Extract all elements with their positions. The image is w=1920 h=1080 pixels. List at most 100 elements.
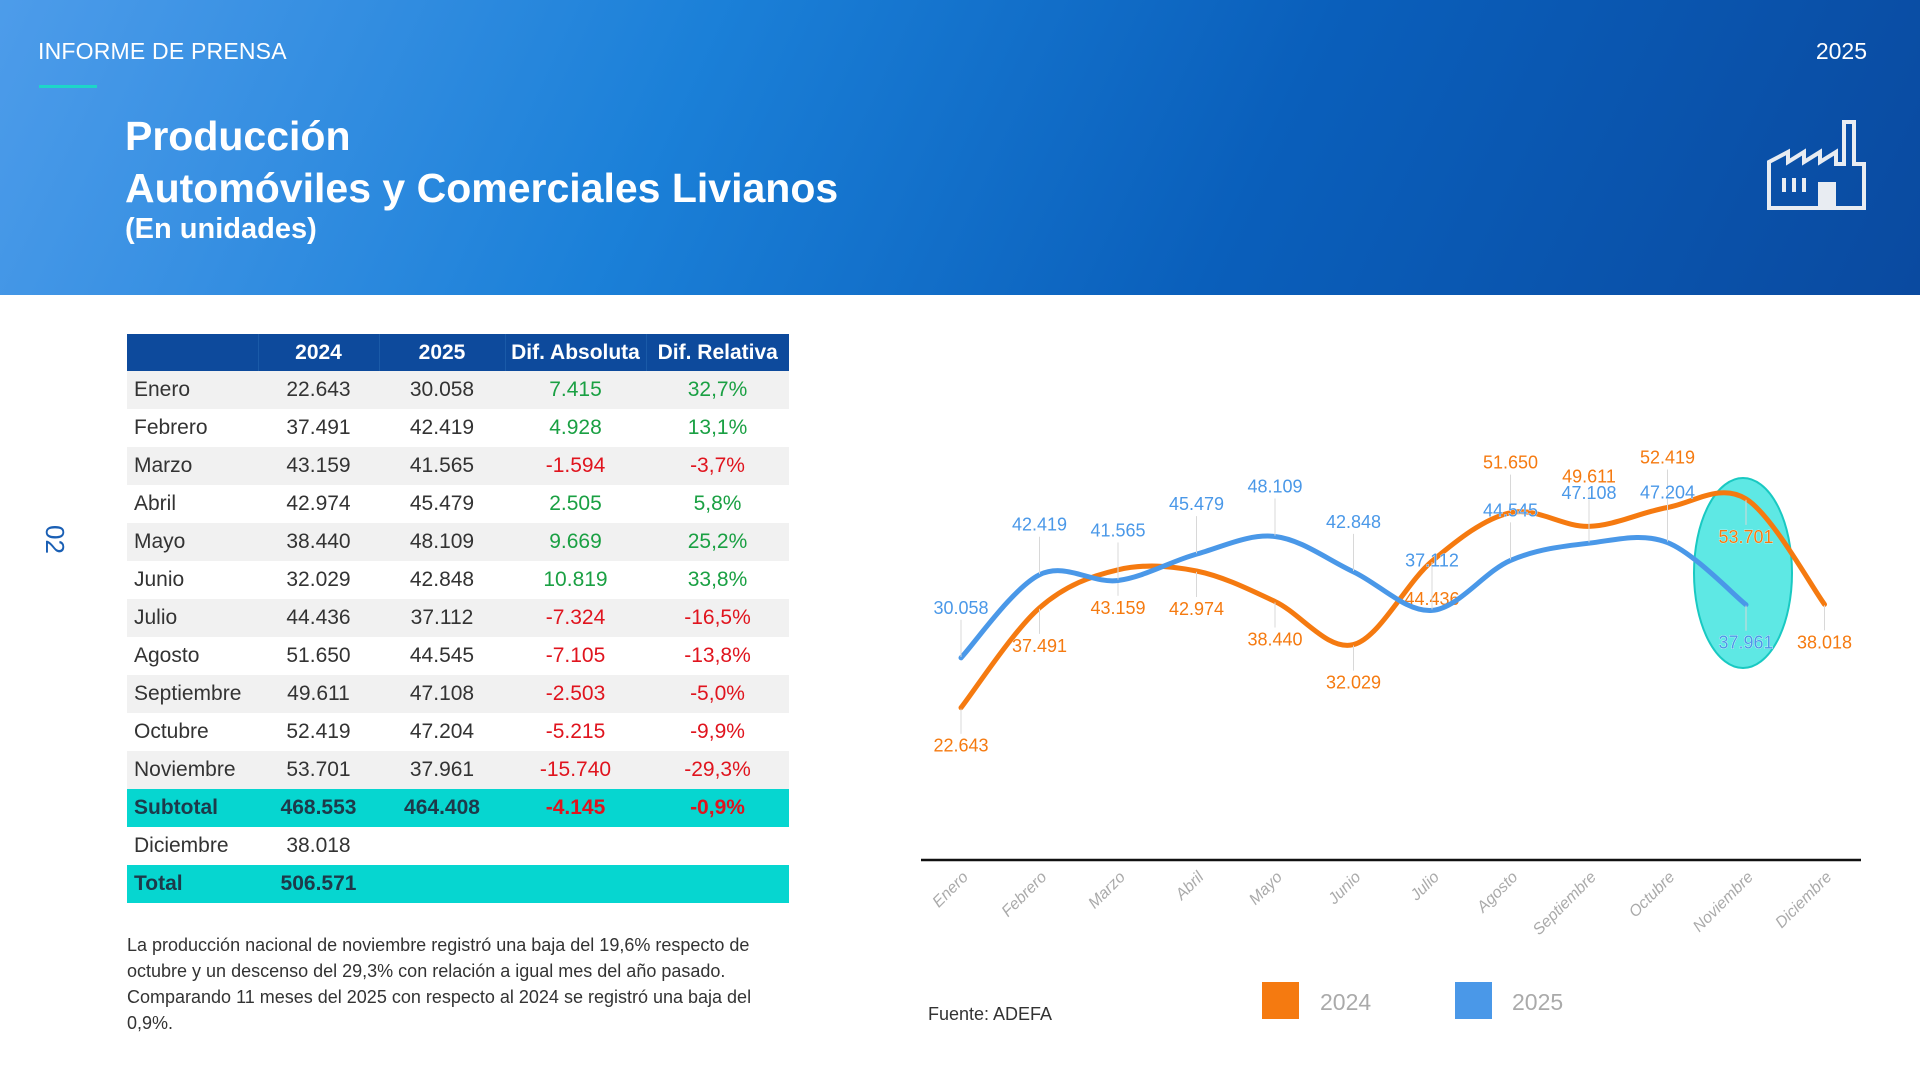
- cell-month: Julio: [127, 599, 258, 637]
- cell-dif-rel: -0,9%: [646, 789, 789, 827]
- cell-month: Septiembre: [127, 675, 258, 713]
- cell-dif-rel: 13,1%: [687, 416, 748, 439]
- data-label-2024: 42.974: [1169, 599, 1224, 619]
- report-year: 2025: [1815, 38, 1867, 64]
- data-label-2025: 37.112: [1405, 550, 1459, 570]
- data-point-2024: [1745, 497, 1747, 500]
- cell-dif-rel: -9,9%: [690, 720, 745, 743]
- table-row: Octubre 52.419 47.204 -5.215 -9,9%: [127, 713, 789, 751]
- cell-dif-rel: -13,8%: [684, 644, 751, 667]
- cell-month: Agosto: [134, 644, 200, 667]
- data-point-2025: [1745, 603, 1747, 606]
- data-label-2024: 52.419: [1640, 447, 1695, 467]
- cell-month: Abril: [134, 492, 177, 515]
- cell-2024: 506.571: [258, 865, 379, 903]
- data-label-2024: 53.701: [1718, 527, 1773, 547]
- cell-2024: 43.159: [258, 447, 379, 485]
- x-tick-label: Julio: [1407, 869, 1443, 905]
- note-paragraph-2: Comparando 11 meses del 2025 con respect…: [127, 987, 752, 1033]
- page-title: Producción Automóviles y Comerciales Liv…: [125, 110, 838, 214]
- cell-2025: 47.108: [379, 675, 505, 713]
- table-row: Junio 32.029 42.848 10.819 33,8%: [127, 561, 789, 599]
- data-label-2024: 22.643: [933, 736, 988, 756]
- data-point-2024: [1038, 606, 1041, 609]
- col-header-month: [127, 334, 259, 371]
- cell-dif-abs: 4.928: [549, 416, 602, 439]
- data-point-2025: [1588, 542, 1590, 545]
- data-label-2025: 30.058: [933, 598, 988, 618]
- cell-dif-rel: 32,7%: [646, 371, 789, 409]
- cell-2024: 38.440: [258, 523, 379, 561]
- cell-2024: 37.491: [286, 416, 351, 439]
- highlight-ellipse: [1693, 477, 1793, 669]
- data-point-2024: [1431, 560, 1433, 563]
- cell-dif-rel: 33,8%: [687, 568, 748, 591]
- data-label-2024: 49.611: [1562, 466, 1616, 486]
- total-row: Total 506.571: [127, 865, 789, 903]
- data-label-2024: 43.159: [1090, 598, 1145, 618]
- cell-2024: 53.701: [258, 751, 379, 789]
- cell-month: Febrero: [134, 416, 208, 439]
- col-header-dif-rel: Dif. Relativa: [646, 334, 789, 371]
- col-header-2025: 2025: [379, 334, 506, 371]
- table-row: Abril 42.974 45.479 2.505 5,8%: [127, 485, 789, 523]
- cell-2025: 44.545: [409, 644, 475, 667]
- legend-label-2025: 2025: [1512, 989, 1564, 1015]
- x-tick-label: Mayo: [1246, 869, 1286, 909]
- cell-dif-abs: 7.415: [505, 371, 646, 409]
- cell-2024: 42.974: [286, 492, 351, 515]
- data-label-2024: 51.650: [1483, 453, 1538, 473]
- data-point-2025: [1666, 541, 1669, 544]
- cell-dif-abs: 2.505: [549, 492, 602, 515]
- data-label-2025: 48.109: [1247, 476, 1302, 496]
- data-label-2025: 45.479: [1169, 494, 1224, 514]
- x-tick-label: Abril: [1172, 868, 1208, 904]
- cell-2024: 22.643: [258, 371, 379, 409]
- subtotal-row: Subtotal 468.553 464.408 -4.145 -0,9%: [127, 789, 789, 827]
- report-kicker: INFORME DE PRENSA: [38, 38, 287, 64]
- data-label-2024: 38.440: [1247, 629, 1302, 649]
- cell-dif-abs: -7.105: [545, 644, 606, 667]
- table-row: Noviembre 53.701 37.961 -15.740 -29,3%: [127, 751, 789, 789]
- cell-dif-rel: 5,8%: [693, 492, 742, 515]
- cell-2024: 32.029: [286, 568, 351, 591]
- december-row: Diciembre 38.018: [127, 827, 789, 865]
- data-label-2025: 47.204: [1640, 483, 1695, 503]
- cell-2025: 48.109: [379, 523, 505, 561]
- table-row: Marzo 43.159 41.565 -1.594 -3,7%: [127, 447, 789, 485]
- cell-2025: 42.848: [409, 568, 475, 591]
- data-point-2024: [1509, 511, 1512, 514]
- legend-swatch-2025: [1455, 982, 1492, 1019]
- cell-dif-abs: -7.324: [505, 599, 646, 637]
- cell-dif-rel: -3,7%: [646, 447, 789, 485]
- header-banner: INFORME DE PRENSA 2025 Producción Automó…: [0, 0, 1920, 295]
- source-label: Fuente: ADEFA: [928, 1004, 1053, 1024]
- data-label-2025: 41.565: [1090, 520, 1145, 540]
- cell-2025: 45.479: [409, 492, 475, 515]
- x-tick-label: Septiembre: [1530, 869, 1600, 939]
- data-label-2025: 47.108: [1561, 483, 1616, 503]
- accent-divider: [39, 85, 97, 88]
- cell-2025: 30.058: [379, 371, 505, 409]
- data-label-2025: 42.419: [1012, 515, 1067, 535]
- cell-dif-abs: -4.145: [505, 789, 646, 827]
- cell-dif-abs: 9.669: [505, 523, 646, 561]
- cell-label: Total: [127, 865, 258, 903]
- table-row: Enero 22.643 30.058 7.415 32,7%: [127, 371, 789, 409]
- legend-swatch-2024: [1262, 982, 1299, 1019]
- data-label-2024: 32.029: [1326, 673, 1381, 693]
- data-point-2025: [1352, 570, 1355, 573]
- col-header-2024: 2024: [258, 334, 380, 371]
- cell-2024: 38.018: [286, 834, 351, 857]
- x-tick-label: Febrero: [999, 869, 1051, 921]
- table-header: 2024 2025 Dif. Absoluta Dif. Relativa: [127, 334, 789, 371]
- x-tick-label: Enero: [930, 869, 972, 911]
- title-line-1: Producción: [125, 113, 351, 159]
- cell-dif-rel: -5,0%: [646, 675, 789, 713]
- cell-2024: 51.650: [286, 644, 351, 667]
- page-subtitle: (En unidades): [125, 213, 317, 245]
- cell-dif-abs: -2.503: [505, 675, 646, 713]
- table-row: Septiembre 49.611 47.108 -2.503 -5,0%: [127, 675, 789, 713]
- cell-2025: 41.565: [379, 447, 505, 485]
